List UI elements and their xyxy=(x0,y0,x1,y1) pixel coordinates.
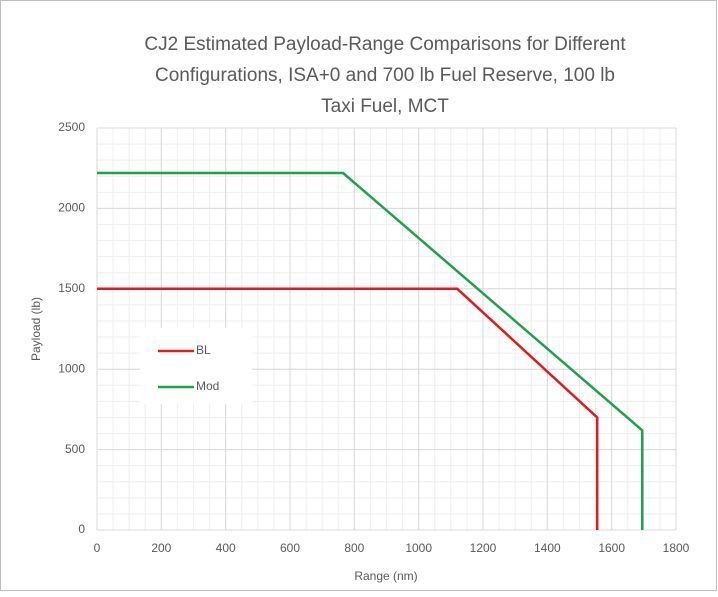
series-line xyxy=(97,171,644,530)
x-tick-label: 200 xyxy=(151,541,171,555)
legend-label: BL xyxy=(196,343,211,357)
x-tick-label: 0 xyxy=(94,541,101,555)
x-tick-label: 1600 xyxy=(598,541,625,555)
y-tick-label: 0 xyxy=(78,522,85,536)
x-tick-label: 1400 xyxy=(534,541,561,555)
y-tick-label: 2000 xyxy=(58,201,85,215)
x-axis-label: Range (nm) xyxy=(354,569,417,583)
x-tick-label: 1800 xyxy=(663,541,690,555)
chart-title: CJ2 Estimated Payload-Range Comparisons … xyxy=(144,34,626,55)
y-tick-label: 2500 xyxy=(58,120,85,134)
chart-title: Taxi Fuel, MCT xyxy=(321,96,449,117)
y-axis-label: Payload (lb) xyxy=(29,297,43,361)
y-tick-label: 1500 xyxy=(58,281,85,295)
x-tick-label: 1000 xyxy=(405,541,432,555)
x-tick-label: 1200 xyxy=(470,541,497,555)
x-tick-label: 600 xyxy=(280,541,300,555)
legend-label: Mod xyxy=(196,379,219,393)
legend-box xyxy=(140,328,252,404)
y-tick-label: 500 xyxy=(65,442,85,456)
y-tick-label: 1000 xyxy=(58,361,85,375)
series-line xyxy=(97,287,599,530)
x-tick-label: 400 xyxy=(216,541,236,555)
chart-title: Configurations, ISA+0 and 700 lb Fuel Re… xyxy=(155,65,615,86)
x-tick-label: 800 xyxy=(344,541,364,555)
